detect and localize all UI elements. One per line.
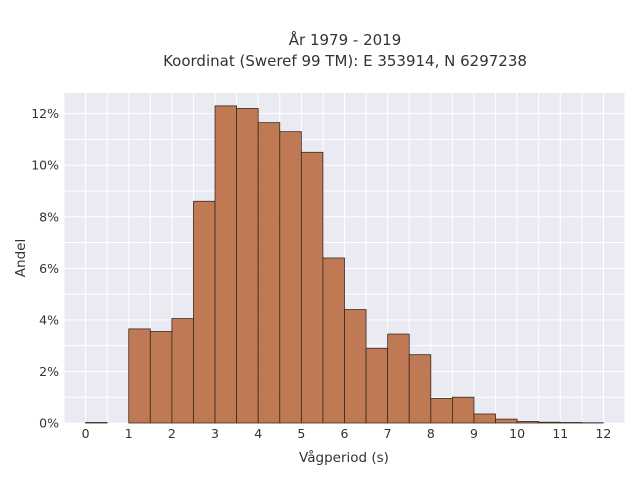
y-tick-label: 0% <box>39 416 59 431</box>
x-tick-label: 6 <box>341 426 349 441</box>
x-tick-label: 5 <box>297 426 305 441</box>
bars-group <box>85 105 604 424</box>
histogram-bar <box>344 309 367 424</box>
histogram-bar <box>408 354 432 424</box>
x-tick-label: 9 <box>470 426 478 441</box>
histogram-bar <box>85 422 108 424</box>
histogram-bar <box>516 421 540 424</box>
x-tick-label: 12 <box>595 426 611 441</box>
histogram-bar <box>149 331 173 424</box>
y-tick-label: 12% <box>31 106 59 121</box>
x-tick-label: 11 <box>552 426 568 441</box>
histogram-bar <box>257 122 281 424</box>
x-axis-ticks: 0 1 2 3 4 5 6 7 8 9 10 11 12 <box>82 426 612 441</box>
histogram-bar <box>171 318 194 424</box>
histogram-bar <box>387 333 410 424</box>
histogram-bar <box>128 328 151 424</box>
histogram-bar <box>365 347 389 424</box>
x-tick-label: 4 <box>254 426 262 441</box>
y-axis-ticks: 0% 2% 4% 6% 8% 10% 12% <box>31 106 59 430</box>
x-axis-label: Vågperiod (s) <box>299 449 389 466</box>
x-tick-label: 0 <box>82 426 90 441</box>
chart-title-line1: År 1979 - 2019 <box>289 30 402 49</box>
histogram-bar <box>473 413 496 424</box>
chart-title-line2: Koordinat (Sweref 99 TM): E 353914, N 62… <box>163 52 527 70</box>
y-tick-label: 4% <box>39 312 59 327</box>
y-axis-label: Andel <box>13 239 29 277</box>
histogram-bar <box>279 131 302 424</box>
histogram-bar <box>559 422 583 424</box>
histogram-bar <box>322 257 345 424</box>
x-tick-label: 10 <box>509 426 525 441</box>
histogram-bar <box>214 105 238 424</box>
x-tick-label: 2 <box>168 426 176 441</box>
histogram-bar <box>300 151 324 424</box>
y-tick-label: 10% <box>31 158 59 173</box>
y-tick-label: 8% <box>39 209 59 224</box>
histogram-bar <box>538 421 561 424</box>
histogram-bar <box>495 418 518 424</box>
y-tick-label: 2% <box>39 364 59 379</box>
histogram-bar <box>451 396 475 424</box>
y-tick-label: 6% <box>39 261 59 276</box>
histogram-bar <box>193 200 216 424</box>
histogram-bar <box>430 398 453 424</box>
x-tick-label: 1 <box>125 426 133 441</box>
histogram-bar <box>236 108 259 424</box>
x-tick-label: 7 <box>384 426 392 441</box>
x-tick-label: 8 <box>427 426 435 441</box>
x-tick-label: 3 <box>211 426 219 441</box>
